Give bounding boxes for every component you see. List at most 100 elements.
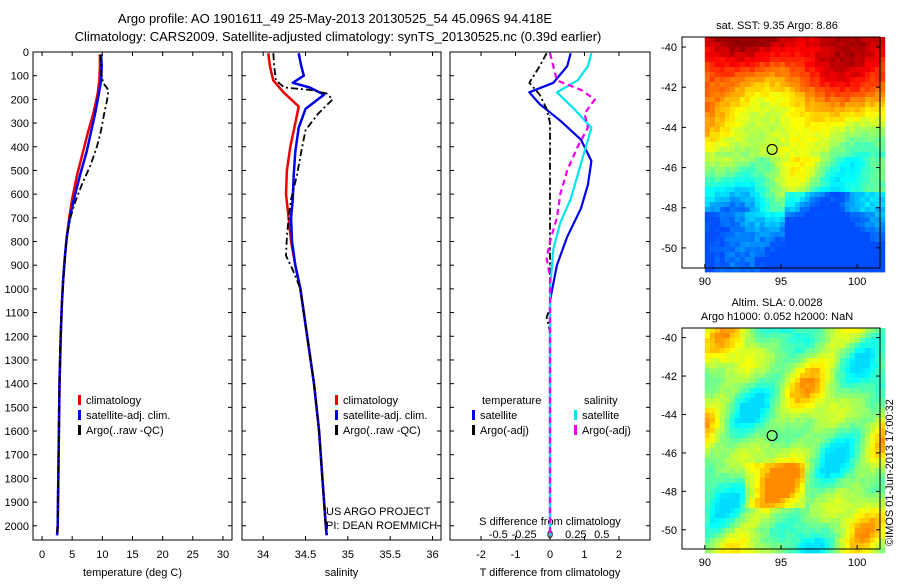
heatmap-cell [704,177,711,183]
heatmap-cell [829,418,836,424]
heatmap-cell [839,147,846,153]
heatmap-cell [864,232,871,238]
heatmap-cell [714,177,721,183]
heatmap-cell [724,152,731,158]
heatmap-cell [729,262,736,268]
heatmap-cell [844,343,851,349]
heatmap-cell [739,438,746,444]
heatmap-cell [834,388,841,394]
heatmap-cell [859,262,866,268]
heatmap-cell [814,513,821,519]
heatmap-cell [764,453,771,459]
heatmap-cell [799,182,806,188]
heatmap-cell [794,102,801,108]
heatmap-cell [809,388,816,394]
heatmap-cell [859,433,866,439]
heatmap-cell [874,538,881,544]
heatmap-cell [784,47,791,53]
heatmap-cell [764,533,771,539]
heatmap-cell [744,152,751,158]
y-tick-label: -40 [661,42,677,54]
heatmap-cell [804,348,811,354]
heatmap-cell [719,197,726,203]
heatmap-cell [829,543,836,549]
heatmap-cell [874,92,881,98]
heatmap-cell [774,77,781,83]
heatmap-cell [819,498,826,504]
heatmap-cell [804,167,811,173]
heatmap-cell [754,217,761,223]
heatmap-cell [809,508,816,514]
heatmap-cell [754,127,761,133]
heatmap-cell [844,217,851,223]
heatmap-cell [784,157,791,163]
heatmap-cell [824,383,831,389]
heatmap-cell [854,222,861,228]
heatmap-cell [804,343,811,349]
heatmap-cell [704,393,711,399]
heatmap-cell [784,62,791,68]
heatmap-cell [849,222,856,228]
heatmap-cell [804,338,811,344]
heatmap-cell [744,87,751,93]
heatmap-cell [784,112,791,118]
heatmap-cell [734,247,741,253]
heatmap-cell [829,528,836,534]
heatmap-cell [814,403,821,409]
heatmap-cell [704,42,711,48]
heatmap-cell [869,197,876,203]
heatmap-cell [839,97,846,103]
heatmap-cell [819,408,826,414]
heatmap-cell [814,147,821,153]
heatmap-cell [794,518,801,524]
heatmap-cell [844,543,851,549]
heatmap-cell [714,413,721,419]
heatmap-cell [824,207,831,213]
heatmap-cell [864,37,871,43]
heatmap-cell [789,87,796,93]
heatmap-cell [824,483,831,489]
heatmap-cell [779,378,786,384]
heatmap-cell [779,418,786,424]
heatmap-cell [809,363,816,369]
depth-tick-label: 1100 [5,308,29,320]
heatmap-cell [704,102,711,108]
heatmap-cell [824,338,831,344]
heatmap-cell [809,333,816,339]
heatmap-cell [879,523,886,529]
heatmap-cell [869,202,876,208]
heatmap-cell [704,448,711,454]
heatmap-cell [789,478,796,484]
heatmap-cell [719,358,726,364]
heatmap-cell [719,403,726,409]
heatmap-cell [709,388,716,394]
heatmap-cell [789,82,796,88]
heatmap-cell [739,358,746,364]
heatmap-cell [789,162,796,168]
heatmap-cell [704,373,711,379]
heatmap-cell [814,72,821,78]
heatmap-cell [744,62,751,68]
heatmap-cell [774,72,781,78]
heatmap-cell [749,232,756,238]
heatmap-cell [809,403,816,409]
heatmap-cell [794,262,801,268]
depth-tick-label: 300 [11,118,29,130]
heatmap-cell [779,408,786,414]
heatmap-cell [829,403,836,409]
heatmap-cell [754,222,761,228]
heatmap-cell [739,262,746,268]
heatmap-cell [869,483,876,489]
heatmap-cell [719,262,726,268]
heatmap-cell [839,463,846,469]
heatmap-cell [809,448,816,454]
heatmap-cell [809,468,816,474]
heatmap-cell [724,157,731,163]
heatmap-cell [849,187,856,193]
heatmap-cell [839,513,846,519]
heatmap-cell [744,523,751,529]
heatmap-cell [759,403,766,409]
heatmap-cell [809,368,816,374]
heatmap-cell [784,538,791,544]
heatmap-cell [724,207,731,213]
